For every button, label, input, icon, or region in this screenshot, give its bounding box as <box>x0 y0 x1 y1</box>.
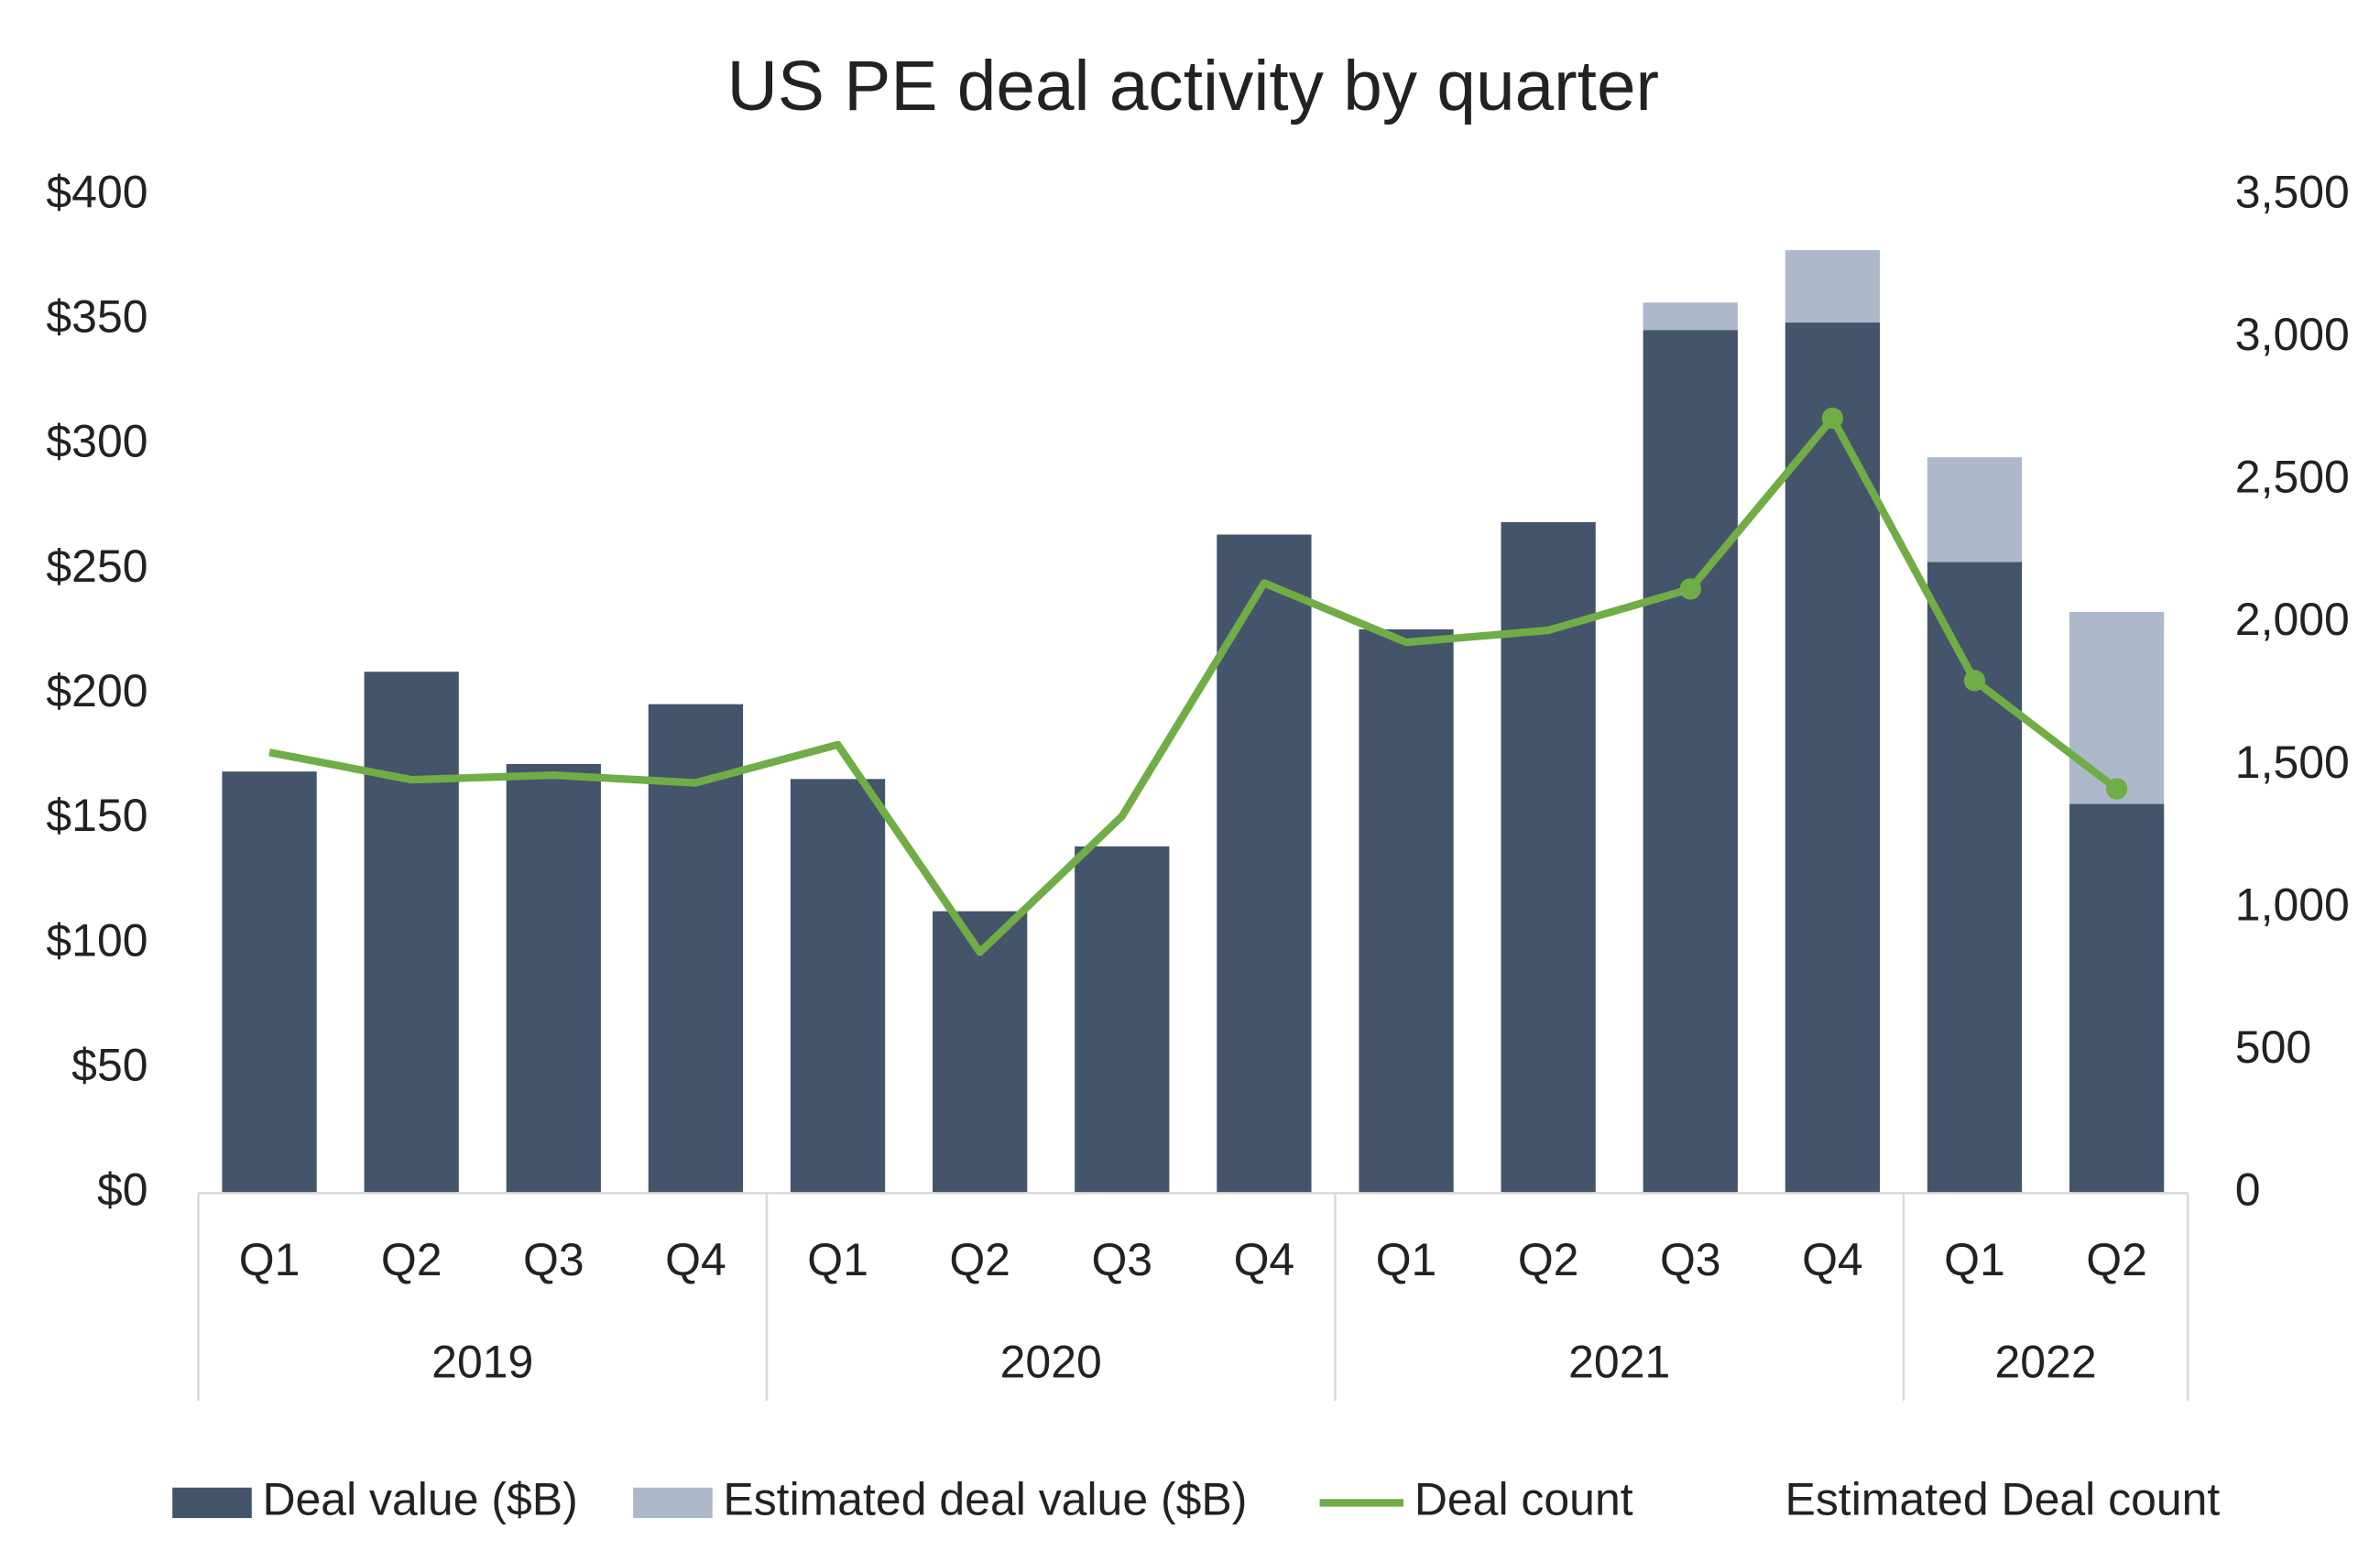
y-tick-label: $350 <box>46 291 147 343</box>
bar <box>1217 534 1312 1194</box>
y2-tick-label: 3,500 <box>2235 166 2350 217</box>
y-tick-label: $400 <box>46 166 147 217</box>
bar <box>1643 330 1738 1194</box>
y2-tick-label: 0 <box>2235 1164 2261 1216</box>
x-group-label: 2020 <box>1000 1337 1102 1388</box>
line-series <box>268 414 2120 956</box>
x-tick-label: Q2 <box>2086 1234 2147 1285</box>
legend-label: Estimated Deal count <box>1785 1474 2221 1525</box>
legend-swatch <box>172 1487 252 1519</box>
y-tick-label: $0 <box>97 1164 148 1216</box>
marker <box>2105 778 2128 800</box>
bar <box>1359 628 1454 1194</box>
y2-tick-label: 1,000 <box>2235 879 2350 930</box>
x-tick-label: Q2 <box>949 1234 1010 1285</box>
y-tick-label: $150 <box>46 790 147 841</box>
marker <box>1679 578 1701 600</box>
bar <box>1927 457 2023 563</box>
y2-tick-label: 2,000 <box>2235 594 2350 645</box>
x-tick-label: Q1 <box>1944 1234 2005 1285</box>
y2-tick-label: 500 <box>2235 1021 2311 1073</box>
y2-tick-label: 3,000 <box>2235 309 2350 360</box>
bar <box>1927 562 2023 1194</box>
legend-label: Deal value ($B) <box>262 1474 577 1525</box>
x-tick-label: Q4 <box>1802 1234 1863 1285</box>
bar <box>1075 846 1170 1194</box>
legend-label: Deal count <box>1414 1474 1633 1525</box>
x-tick-label: Q1 <box>1376 1234 1437 1285</box>
bar <box>364 672 459 1194</box>
bar <box>1785 322 1881 1194</box>
y-tick-label: $50 <box>71 1039 147 1090</box>
x-tick-label: Q4 <box>665 1234 726 1285</box>
chart-title: US PE deal activity by quarter <box>727 48 1659 126</box>
x-tick-label: Q3 <box>1091 1234 1152 1285</box>
x-tick-label: Q1 <box>807 1234 868 1285</box>
x-group-label: 2019 <box>431 1337 533 1388</box>
x-tick-label: Q4 <box>1234 1234 1295 1285</box>
y-tick-label: $100 <box>46 914 147 966</box>
y2-tick-label: 1,500 <box>2235 737 2350 788</box>
bar <box>790 779 886 1194</box>
bar <box>933 911 1028 1194</box>
bar <box>2069 803 2165 1194</box>
y-tick-label: $300 <box>46 416 147 467</box>
x-group-label: 2022 <box>1994 1337 2096 1388</box>
x-tick-label: Q2 <box>1518 1234 1579 1285</box>
x-tick-label: Q1 <box>239 1234 300 1285</box>
x-group-label: 2021 <box>1568 1337 1670 1388</box>
bar <box>506 763 601 1194</box>
x-tick-label: Q3 <box>523 1234 584 1285</box>
x-tick-label: Q2 <box>381 1234 442 1285</box>
legend-swatch <box>633 1487 713 1519</box>
marker <box>1821 407 1844 430</box>
legend-label: Estimated deal value ($B) <box>723 1474 1247 1525</box>
y-tick-label: $250 <box>46 541 147 592</box>
y2-tick-label: 2,500 <box>2235 452 2350 503</box>
bar <box>2069 611 2165 804</box>
bar <box>222 771 317 1194</box>
x-tick-label: Q3 <box>1660 1234 1721 1285</box>
marker <box>1963 670 1986 692</box>
y-tick-label: $200 <box>46 665 147 716</box>
bar <box>1785 250 1881 323</box>
bar <box>1643 302 1738 331</box>
chart-body: US PE deal activity by quarter $0 $50 $100… <box>46 48 2349 1524</box>
